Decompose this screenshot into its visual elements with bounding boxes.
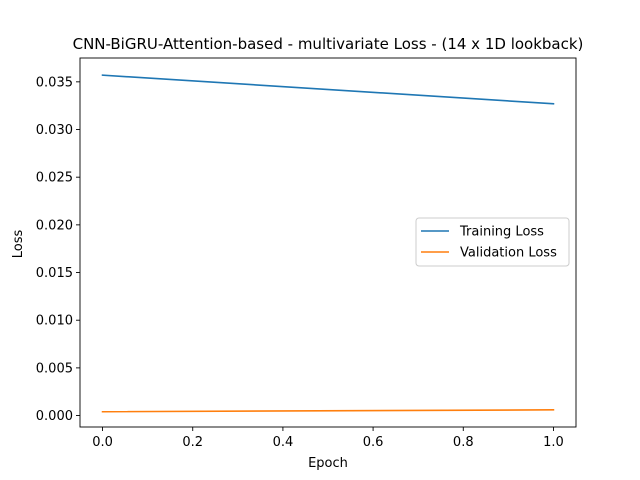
plot-frame [79,57,577,428]
legend-label-training-loss: Training Loss [459,225,544,240]
y-tick-label: 0.035 [36,75,73,90]
y-tick-label: 0.030 [36,123,73,138]
series-line-training-loss [101,74,555,105]
legend-box [415,217,570,267]
x-axis-label: Epoch [308,456,348,471]
y-tick-label: 0.010 [36,314,73,329]
x-tick-label: 1.0 [543,435,564,450]
y-tick-label: 0.000 [36,409,73,424]
legend: Training Loss Validation Loss [415,217,570,267]
y-tick-label: 0.005 [36,361,73,376]
x-tick-label: 0.2 [182,435,203,450]
y-axis-label: Loss [11,230,26,259]
y-tick-label: 0.020 [36,218,73,233]
y-tick-label: 0.025 [36,171,73,186]
x-tick-label: 0.6 [363,435,384,450]
y-tick-label: 0.015 [36,266,73,281]
x-tick-label: 0.0 [92,435,113,450]
series-line-validation-loss [101,409,555,413]
legend-label-validation-loss: Validation Loss [460,246,557,261]
x-tick-label: 0.4 [273,435,294,450]
plot-area: 0.0 0.2 0.4 0.6 0.8 1.0 0.000 0.005 0.010 0.015 0.… [36,57,577,450]
x-tick-label: 0.8 [453,435,474,450]
chart-title: CNN-BiGRU-Attention-based - multivariate… [73,35,584,53]
